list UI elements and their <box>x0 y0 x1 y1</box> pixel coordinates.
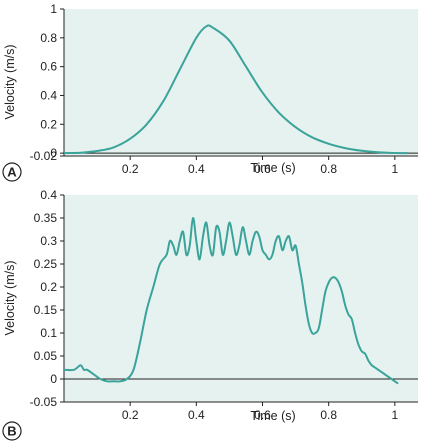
y-tick-label: 0.4 <box>40 188 57 202</box>
y-tick-label: 0.8 <box>40 31 57 45</box>
x-tick-label: 0.2 <box>122 162 139 176</box>
y-tick-label: 0 <box>50 372 57 386</box>
x-tick-label: 0.4 <box>188 408 205 422</box>
x-tick-label: 0.4 <box>188 162 205 176</box>
x-axis-label: Time (s) <box>250 161 295 175</box>
velocity-line <box>63 24 409 155</box>
y-tick-label: 0.25 <box>34 257 58 271</box>
plot-area <box>64 9 418 156</box>
chart-panel-a: -0.020 0.2 0.4 0.6 0.8 1 0.2 0.4 0.6 0.8 1 Time (s)… <box>2 2 418 182</box>
panel-letter: A <box>7 165 17 180</box>
y-tick-label: 0.05 <box>34 349 58 363</box>
panel-letter-circle <box>2 421 22 441</box>
chart-panel-b: -0.05 0 0.05 0.1 0.15 0.2 0.25 0.3 0.35 0.4 0.2 0.4… <box>2 188 418 441</box>
y-tick-label: 0.35 <box>34 211 58 225</box>
y-tick-label: 0.4 <box>40 88 57 102</box>
x-tick-label: 0.6 <box>254 408 271 422</box>
y-tick-label: 0.1 <box>40 326 57 340</box>
y-axis-label: Velocity (m/s) <box>3 260 17 335</box>
x-tick-label: 0.6 <box>254 162 271 176</box>
panel-letter-circle <box>2 162 22 182</box>
y-tick-label: -0.05 <box>30 395 58 409</box>
plot-area <box>64 195 418 402</box>
x-tick-label: 0.8 <box>320 408 337 422</box>
y-tick-label: 0 <box>50 146 57 160</box>
y-tick-label: 0.6 <box>40 60 57 74</box>
y-tick-label: 0.2 <box>40 280 57 294</box>
y-tick-label: -0.02 <box>30 149 58 163</box>
velocity-line <box>63 216 399 385</box>
x-tick-label: 0.2 <box>122 408 139 422</box>
x-tick-label: 0.8 <box>320 162 337 176</box>
x-tick-label: 1 <box>391 408 398 422</box>
x-axis-label: Time (s) <box>250 409 295 423</box>
y-tick-label: 0.2 <box>40 117 57 131</box>
y-tick-label: 0.15 <box>34 303 58 317</box>
x-tick-label: 1 <box>391 162 398 176</box>
y-tick-label: 0.3 <box>40 234 57 248</box>
y-tick-label: 1 <box>50 2 57 16</box>
y-axis-label: Velocity (m/s) <box>3 44 17 119</box>
panel-letter: B <box>7 424 16 439</box>
